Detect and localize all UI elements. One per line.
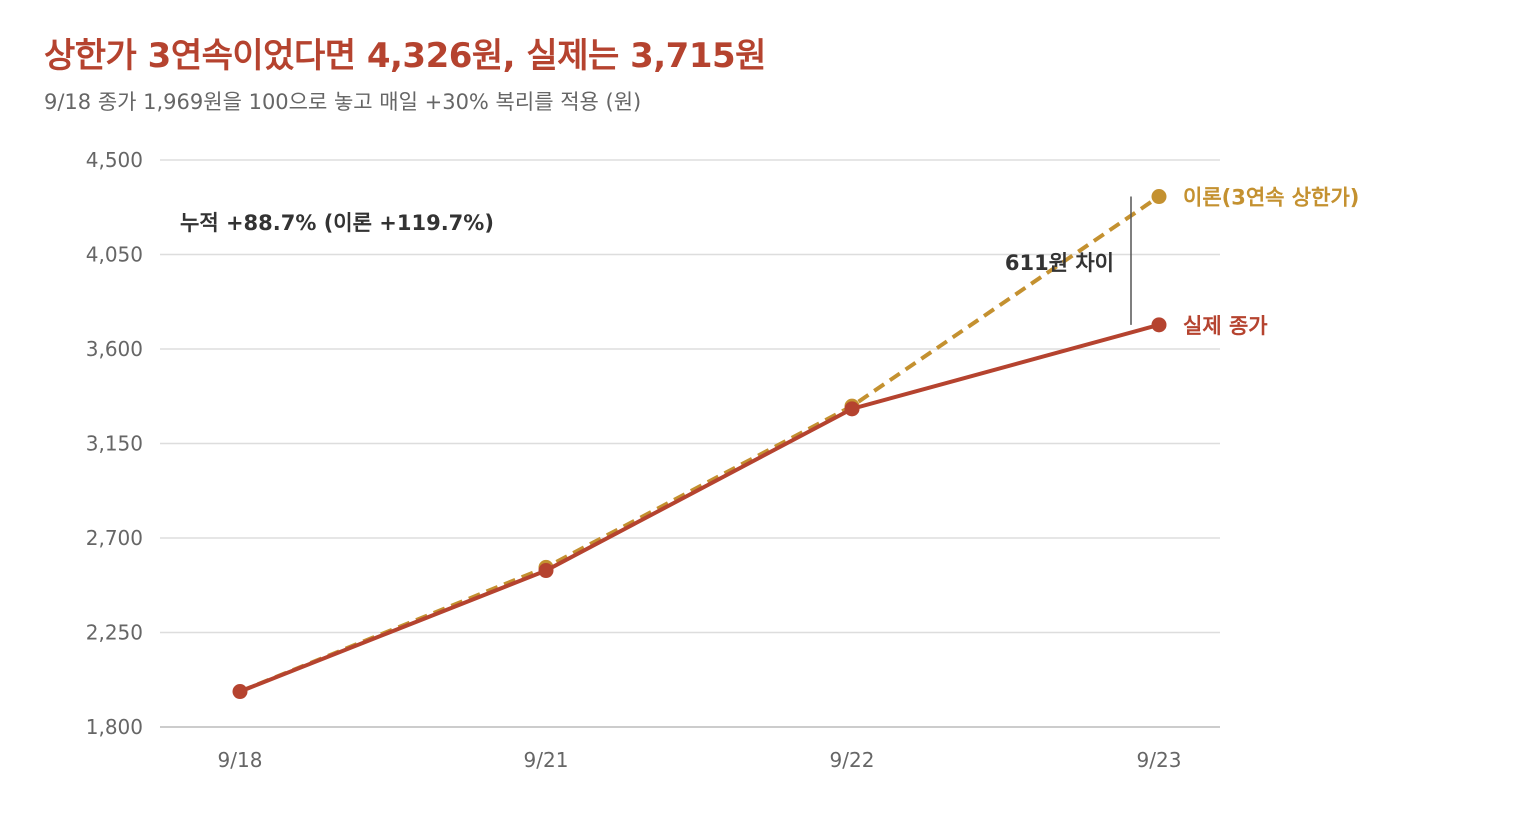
- x-tick-label: 9/18: [218, 748, 263, 772]
- y-tick-label: 2,700: [86, 526, 143, 550]
- gap-annotation: 611원 차이: [1005, 251, 1114, 275]
- cumulative-annotation: 누적 +88.7% (이론 +119.7%): [180, 211, 494, 235]
- y-tick-label: 2,250: [86, 621, 143, 645]
- y-tick-label: 4,500: [86, 148, 143, 172]
- x-tick-label: 9/23: [1137, 748, 1182, 772]
- actual-series-line: [239, 322, 1160, 694]
- series-lines: 이론(3연속 상한가) 실제 종가: [232, 186, 1359, 700]
- actual-point: [232, 684, 248, 700]
- actual-point: [844, 401, 860, 417]
- y-tick-label: 4,050: [86, 243, 143, 267]
- chart-subtitle: 9/18 종가 1,969원을 100으로 놓고 매일 +30% 복리를 적용 …: [44, 90, 642, 114]
- theory-series-line: [239, 194, 1161, 694]
- y-tick-label: 3,150: [86, 432, 143, 456]
- y-tick-label: 1,800: [86, 715, 143, 739]
- y-tick-label: 3,600: [86, 337, 143, 361]
- actual-point: [538, 563, 554, 579]
- chart-title: 상한가 3연속이었다면 4,326원, 실제는 3,715원: [44, 36, 766, 76]
- x-tick-label: 9/21: [524, 748, 569, 772]
- actual-series-label: 실제 종가: [1183, 314, 1268, 338]
- gridlines: [160, 159, 1220, 728]
- x-axis-ticks: 9/18 9/21 9/22 9/23: [218, 748, 1182, 772]
- annotations: 누적 +88.7% (이론 +119.7%) 611원 차이: [180, 196, 1132, 325]
- theory-series-label: 이론(3연속 상한가): [1183, 186, 1359, 210]
- y-axis-ticks: 4,500 4,050 3,600 3,150 2,700 2,250 1,800: [86, 148, 143, 739]
- x-tick-label: 9/22: [830, 748, 875, 772]
- theory-point: [1151, 189, 1167, 205]
- actual-point: [1151, 317, 1167, 333]
